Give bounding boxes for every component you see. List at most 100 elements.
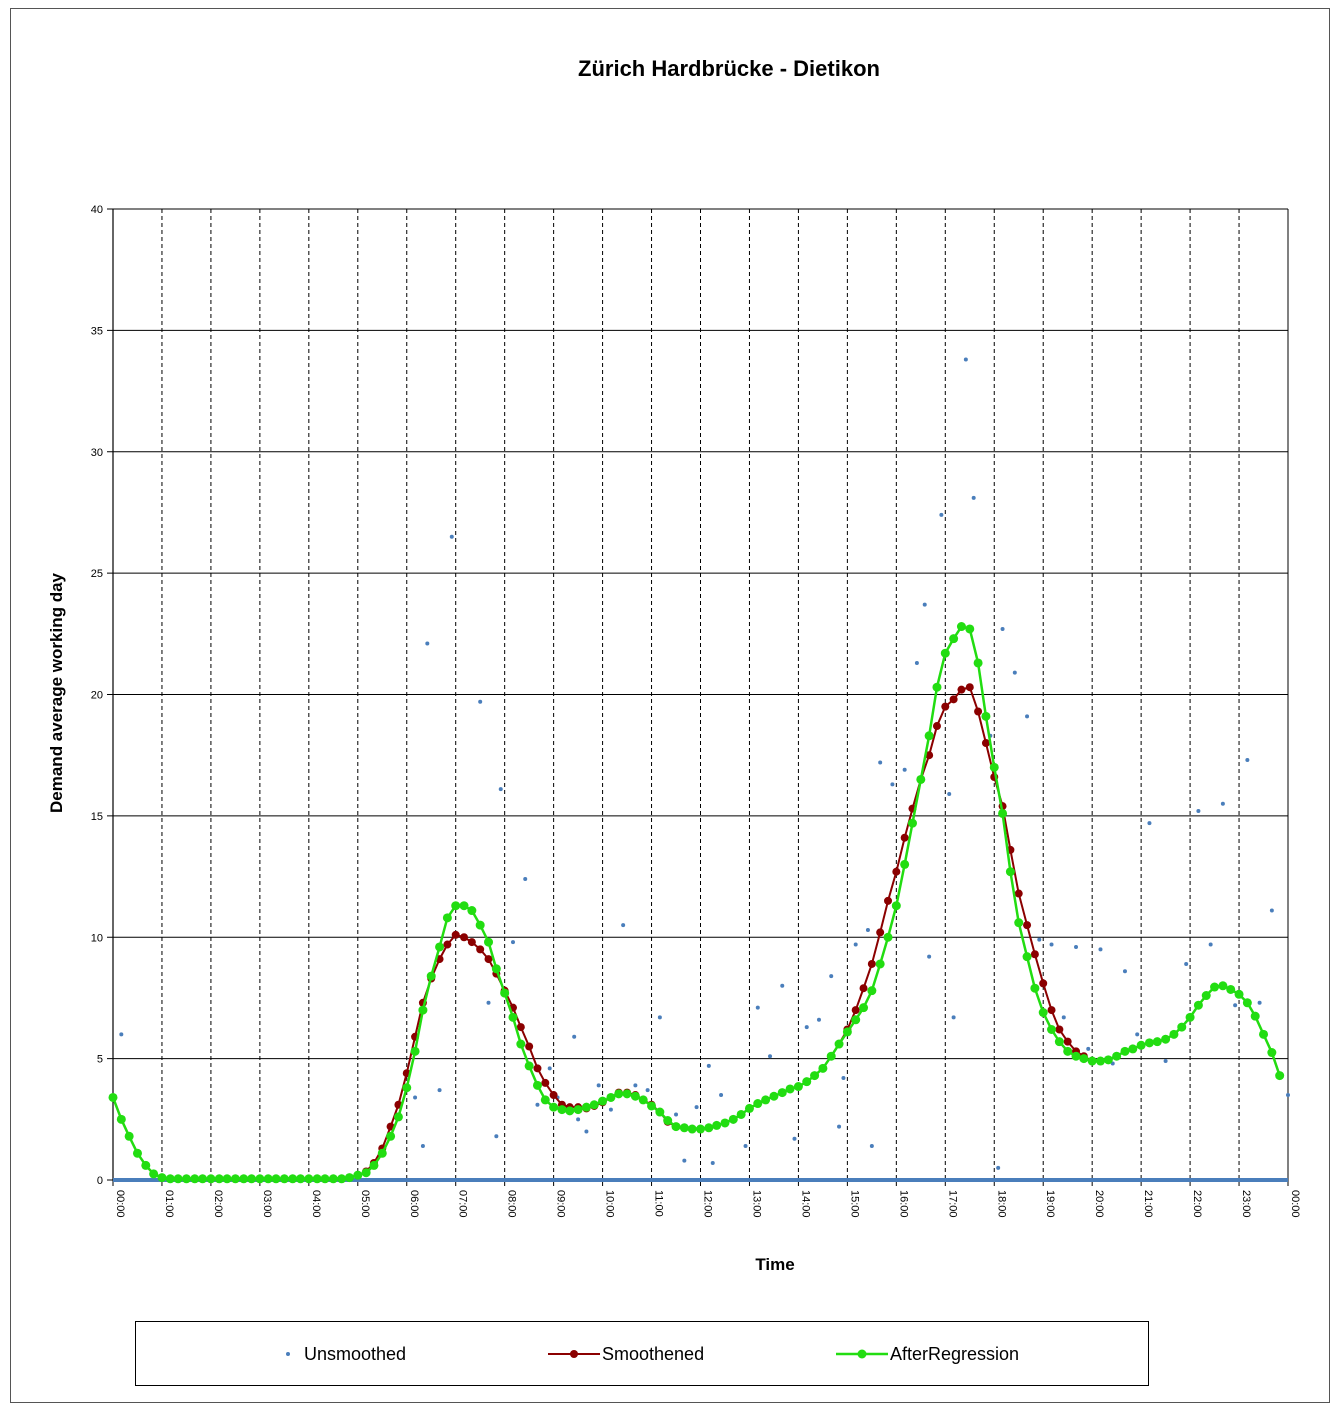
- afterregression-point: [998, 808, 1008, 818]
- afterregression-point: [826, 1051, 836, 1061]
- afterregression-point: [442, 913, 452, 923]
- afterregression-point: [1242, 998, 1252, 1008]
- afterregression-point: [451, 901, 461, 911]
- unsmoothed-point: [841, 1076, 846, 1081]
- x-tick-label: 11:00: [653, 1190, 665, 1217]
- y-tick-label: 20: [91, 690, 103, 702]
- afterregression-point: [337, 1174, 347, 1184]
- smoothened-line: [112, 686, 1281, 1180]
- smoothened-point: [925, 751, 934, 760]
- smoothened-point: [484, 955, 493, 964]
- unsmoothed-point: [1147, 821, 1152, 826]
- afterregression-point: [247, 1174, 257, 1184]
- afterregression-point: [1047, 1024, 1057, 1034]
- unsmoothed-point: [914, 660, 919, 665]
- unsmoothed-point: [1086, 1046, 1091, 1051]
- afterregression-point: [932, 682, 942, 692]
- afterregression-point: [1054, 1037, 1064, 1047]
- x-tick-labels: 00:00 01:00 02:00 03:00 04:00 05:00 06:00 07:00…: [114, 1190, 1301, 1218]
- afterregression-point: [304, 1174, 314, 1184]
- legend-label-unsmoothed: Unsmoothed: [304, 1343, 407, 1364]
- afterregression-point: [369, 1160, 379, 1170]
- smoothened-point: [851, 1006, 860, 1015]
- afterregression-point: [402, 1083, 412, 1093]
- afterregression-point: [255, 1174, 265, 1184]
- afterregression-point: [1005, 867, 1015, 877]
- smoothened-point: [892, 867, 901, 876]
- afterregression-point: [491, 964, 501, 974]
- y-tick-label: 10: [91, 932, 103, 944]
- afterregression-point: [361, 1168, 371, 1178]
- afterregression-point: [459, 901, 469, 911]
- x-tick-label: 10:00: [604, 1190, 616, 1218]
- legend: Unsmoothed Smoothened AfterRegression: [135, 1321, 1149, 1386]
- unsmoothed-point: [829, 974, 834, 979]
- afterregression-point: [344, 1173, 354, 1183]
- unsmoothed-point: [1257, 1000, 1262, 1005]
- unsmoothed-point: [719, 1093, 724, 1098]
- afterregression-point: [263, 1174, 273, 1184]
- afterregression-point: [288, 1174, 298, 1184]
- afterregression-point: [549, 1102, 559, 1112]
- afterregression-point: [744, 1103, 754, 1113]
- afterregression-point: [475, 920, 485, 930]
- afterregression-point: [891, 901, 901, 911]
- afterregression-point: [802, 1077, 812, 1087]
- unsmoothed-point: [1037, 937, 1042, 942]
- smoothened-point: [467, 938, 476, 947]
- afterregression-point: [410, 1046, 420, 1056]
- afterregression-point: [1144, 1038, 1154, 1048]
- unsmoothed-point: [1049, 942, 1054, 947]
- afterregression-point: [981, 711, 991, 721]
- unsmoothed-point: [1220, 801, 1225, 806]
- unsmoothed-point: [1233, 1003, 1238, 1008]
- unsmoothed-point: [498, 787, 503, 792]
- afterregression-point: [900, 859, 910, 869]
- smoothened-point: [941, 702, 950, 711]
- legend-marker-afterregression: [836, 1349, 888, 1359]
- afterregression-point: [842, 1027, 852, 1037]
- smoothened-point: [460, 933, 469, 942]
- unsmoothed-point: [420, 1144, 425, 1149]
- smoothened-point: [859, 984, 868, 993]
- afterregression-point: [1218, 981, 1228, 991]
- unsmoothed-point: [494, 1134, 499, 1139]
- unsmoothed-point: [922, 602, 927, 607]
- smoothened-point: [476, 945, 485, 954]
- x-tick-label: 23:00: [1240, 1190, 1252, 1218]
- afterregression-point: [1250, 1011, 1260, 1021]
- afterregression-point: [663, 1116, 673, 1126]
- afterregression-point: [500, 988, 510, 998]
- afterregression-point: [736, 1109, 746, 1119]
- smoothened-point: [957, 685, 966, 694]
- afterregression-line: [111, 625, 1281, 1181]
- afterregression-point: [712, 1120, 722, 1130]
- afterregression-point: [1022, 952, 1032, 962]
- x-tick-label: 15:00: [848, 1190, 860, 1218]
- x-tick-label: 00:00: [114, 1190, 126, 1218]
- unsmoothed-point: [486, 1000, 491, 1005]
- legend-label-smoothened: Smoothened: [602, 1343, 705, 1364]
- unsmoothed-point: [837, 1124, 842, 1129]
- smoothened-point: [867, 959, 876, 968]
- unsmoothed-point: [523, 876, 528, 881]
- afterregression-point: [239, 1174, 249, 1184]
- series-afterregression: [108, 622, 1285, 1184]
- x-tick-label: 13:00: [750, 1190, 762, 1218]
- y-tick-label: 35: [91, 325, 103, 337]
- afterregression-point: [753, 1099, 763, 1109]
- smoothened-point: [884, 896, 893, 905]
- unsmoothed-point: [633, 1083, 638, 1088]
- afterregression-point: [149, 1169, 159, 1179]
- unsmoothed-point: [780, 983, 785, 988]
- afterregression-point: [1234, 989, 1244, 999]
- x-tick-label: 07:00: [457, 1190, 469, 1218]
- afterregression-point: [1152, 1037, 1162, 1047]
- smoothened-point: [516, 1023, 525, 1032]
- afterregression-point: [230, 1174, 240, 1184]
- unsmoothed-point: [437, 1088, 442, 1093]
- afterregression-point: [1226, 984, 1236, 994]
- unsmoothed-point: [792, 1136, 797, 1141]
- x-tick-label: 02:00: [212, 1190, 224, 1218]
- afterregression-point: [1071, 1051, 1081, 1061]
